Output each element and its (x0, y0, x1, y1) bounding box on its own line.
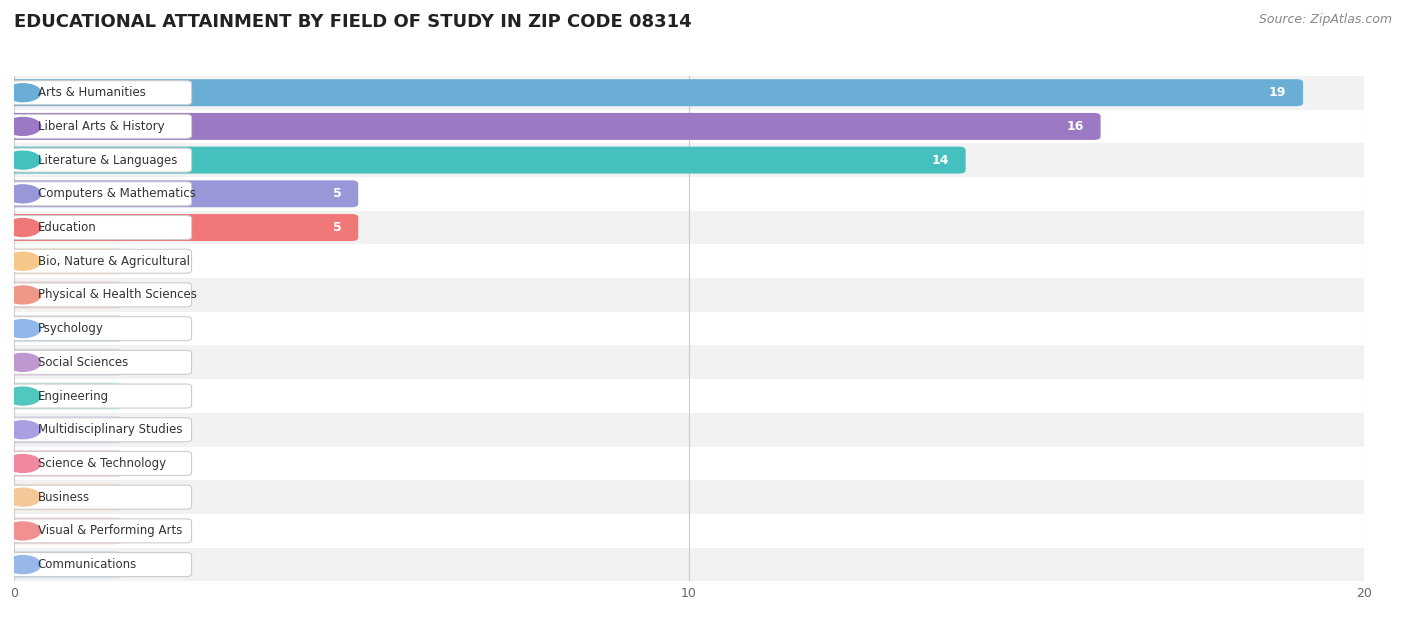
Circle shape (6, 387, 41, 405)
Circle shape (6, 454, 41, 472)
Text: 5: 5 (333, 187, 342, 200)
Text: Science & Technology: Science & Technology (38, 457, 166, 470)
Circle shape (6, 320, 41, 337)
Text: Education: Education (38, 221, 97, 234)
Text: Engineering: Engineering (38, 389, 108, 403)
Bar (14, 346, 1364, 379)
Text: Multidisciplinary Studies: Multidisciplinary Studies (38, 423, 183, 436)
FancyBboxPatch shape (7, 382, 122, 410)
Text: Business: Business (38, 490, 90, 504)
FancyBboxPatch shape (13, 350, 191, 374)
Bar (14, 514, 1364, 548)
Bar (14, 379, 1364, 413)
FancyBboxPatch shape (7, 349, 122, 376)
FancyBboxPatch shape (13, 114, 191, 138)
FancyBboxPatch shape (13, 451, 191, 475)
Bar (14, 413, 1364, 447)
Circle shape (6, 84, 41, 102)
Circle shape (6, 489, 41, 506)
Bar (14, 548, 1364, 581)
FancyBboxPatch shape (13, 384, 191, 408)
Circle shape (6, 556, 41, 573)
Text: Source: ZipAtlas.com: Source: ZipAtlas.com (1258, 13, 1392, 26)
Text: 0: 0 (125, 322, 134, 335)
Bar (14, 245, 1364, 278)
Text: 0: 0 (125, 525, 134, 537)
FancyBboxPatch shape (7, 551, 122, 578)
FancyBboxPatch shape (7, 113, 1101, 140)
Bar (14, 143, 1364, 177)
Text: 0: 0 (125, 558, 134, 571)
Text: 0: 0 (125, 423, 134, 436)
FancyBboxPatch shape (7, 214, 359, 241)
FancyBboxPatch shape (13, 485, 191, 509)
Bar (14, 177, 1364, 210)
FancyBboxPatch shape (7, 79, 1303, 106)
Bar (14, 210, 1364, 245)
Text: 19: 19 (1268, 86, 1286, 99)
Circle shape (6, 522, 41, 540)
FancyBboxPatch shape (7, 483, 122, 511)
Bar (14, 76, 1364, 109)
Text: Liberal Arts & History: Liberal Arts & History (38, 120, 165, 133)
Text: Literature & Languages: Literature & Languages (38, 154, 177, 167)
Text: Computers & Mathematics: Computers & Mathematics (38, 187, 195, 200)
Circle shape (6, 286, 41, 304)
Text: 0: 0 (125, 389, 134, 403)
Circle shape (6, 185, 41, 203)
Text: Psychology: Psychology (38, 322, 104, 335)
Text: 0: 0 (125, 288, 134, 301)
FancyBboxPatch shape (13, 317, 191, 341)
FancyBboxPatch shape (13, 519, 191, 543)
Circle shape (6, 421, 41, 439)
Text: Physical & Health Sciences: Physical & Health Sciences (38, 288, 197, 301)
FancyBboxPatch shape (7, 248, 122, 275)
FancyBboxPatch shape (13, 148, 191, 172)
Text: 0: 0 (125, 457, 134, 470)
FancyBboxPatch shape (13, 216, 191, 240)
Bar (14, 109, 1364, 143)
Text: Bio, Nature & Agricultural: Bio, Nature & Agricultural (38, 255, 190, 268)
Text: Visual & Performing Arts: Visual & Performing Arts (38, 525, 181, 537)
FancyBboxPatch shape (13, 418, 191, 442)
FancyBboxPatch shape (13, 552, 191, 576)
FancyBboxPatch shape (7, 281, 122, 308)
FancyBboxPatch shape (13, 182, 191, 206)
Bar (14, 278, 1364, 312)
Bar (14, 447, 1364, 480)
Text: EDUCATIONAL ATTAINMENT BY FIELD OF STUDY IN ZIP CODE 08314: EDUCATIONAL ATTAINMENT BY FIELD OF STUDY… (14, 13, 692, 30)
Text: Arts & Humanities: Arts & Humanities (38, 86, 146, 99)
FancyBboxPatch shape (7, 147, 966, 174)
Bar (14, 312, 1364, 346)
Circle shape (6, 353, 41, 371)
Text: Social Sciences: Social Sciences (38, 356, 128, 369)
FancyBboxPatch shape (7, 450, 122, 477)
Text: 0: 0 (125, 255, 134, 268)
Text: 0: 0 (125, 356, 134, 369)
FancyBboxPatch shape (13, 249, 191, 273)
Bar (14, 480, 1364, 514)
Text: 0: 0 (125, 490, 134, 504)
FancyBboxPatch shape (7, 416, 122, 443)
FancyBboxPatch shape (7, 315, 122, 342)
Text: 5: 5 (333, 221, 342, 234)
Text: 16: 16 (1066, 120, 1084, 133)
FancyBboxPatch shape (7, 180, 359, 207)
Circle shape (6, 118, 41, 135)
Circle shape (6, 219, 41, 236)
FancyBboxPatch shape (13, 283, 191, 307)
FancyBboxPatch shape (7, 518, 122, 544)
Text: 14: 14 (931, 154, 949, 167)
FancyBboxPatch shape (13, 81, 191, 105)
Text: Communications: Communications (38, 558, 136, 571)
Circle shape (6, 151, 41, 169)
Circle shape (6, 252, 41, 270)
